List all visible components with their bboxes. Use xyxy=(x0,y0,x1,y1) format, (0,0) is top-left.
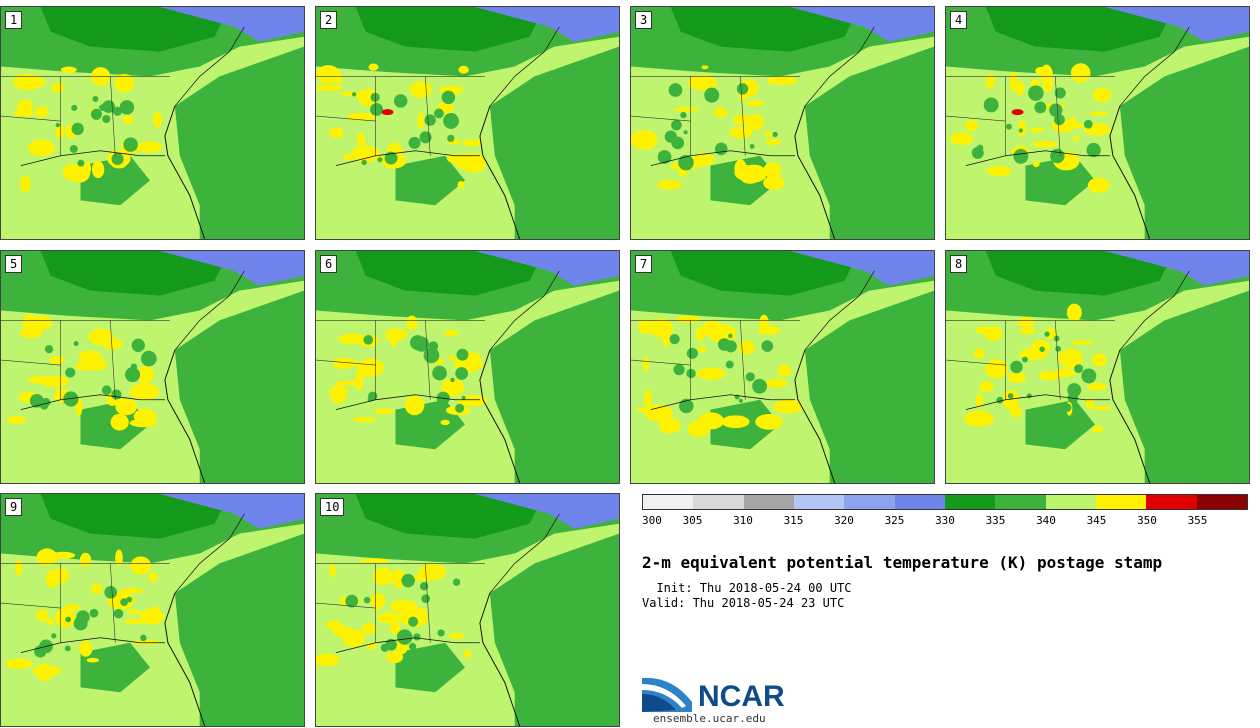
ensemble-member-panel: 9 xyxy=(0,493,305,727)
colorbar-swatch xyxy=(1196,495,1247,509)
ensemble-member-panel: 1 xyxy=(0,6,305,240)
theta-e-map xyxy=(631,7,934,239)
colorbar-swatch xyxy=(844,495,895,509)
colorbar xyxy=(642,494,1248,510)
colorbar-swatch xyxy=(1146,495,1197,509)
colorbar-swatch xyxy=(1045,495,1096,509)
colorbar-swatch xyxy=(1095,495,1147,509)
ensemble-member-panel: 10 xyxy=(315,493,620,727)
ensemble-member-panel: 2 xyxy=(315,6,620,240)
colorbar-tick-label: 310 xyxy=(733,514,753,527)
theta-e-map xyxy=(631,251,934,483)
theta-e-map xyxy=(1,7,304,239)
valid-time: Valid: Thu 2018-05-24 23 UTC xyxy=(642,596,845,610)
ensemble-member-panel: 6 xyxy=(315,250,620,484)
member-number-label: 10 xyxy=(320,498,345,516)
member-number-label: 3 xyxy=(635,11,653,29)
ncar-logo-text: NCAR xyxy=(698,680,785,713)
colorbar-swatch xyxy=(944,495,996,509)
theta-e-map xyxy=(316,7,619,239)
website-url: ensemble.ucar.edu xyxy=(653,712,766,725)
colorbar-tick-label: 320 xyxy=(834,514,854,527)
theta-e-map xyxy=(316,251,619,483)
figure-title: 2-m equivalent potential temperature (K)… xyxy=(642,553,1163,572)
member-number-label: 1 xyxy=(5,11,23,29)
colorbar-swatch xyxy=(894,495,945,509)
ensemble-member-panel: 5 xyxy=(0,250,305,484)
colorbar-tick-label: 335 xyxy=(985,514,1006,527)
theta-e-map xyxy=(946,7,1249,239)
ensemble-member-panel: 3 xyxy=(630,6,935,240)
colorbar-tick-label: 305 xyxy=(682,514,703,527)
colorbar-ticks: 300 305 310 315 320 325 330 335 340 345 350 355 xyxy=(642,514,1248,528)
theta-e-map xyxy=(316,494,619,726)
ensemble-member-panel: 4 xyxy=(945,6,1250,240)
ensemble-member-panel: 7 xyxy=(630,250,935,484)
colorbar-tick-label: 340 xyxy=(1036,514,1056,527)
member-number-label: 2 xyxy=(320,11,338,29)
member-number-label: 5 xyxy=(5,255,23,273)
colorbar-swatch xyxy=(693,495,744,509)
colorbar-swatch xyxy=(995,495,1046,509)
colorbar-tick-label: 315 xyxy=(783,514,804,527)
colorbar-tick-label: 355 xyxy=(1187,514,1208,527)
theta-e-map xyxy=(946,251,1249,483)
member-number-label: 7 xyxy=(635,255,653,273)
colorbar-tick-label: 330 xyxy=(935,514,955,527)
ncar-logo-icon xyxy=(642,677,692,712)
member-number-label: 9 xyxy=(5,498,23,516)
init-time: Init: Thu 2018-05-24 00 UTC xyxy=(642,581,852,595)
ensemble-member-panel: 8 xyxy=(945,250,1250,484)
colorbar-swatch xyxy=(793,495,845,509)
colorbar-swatch xyxy=(743,495,794,509)
colorbar-swatch xyxy=(643,495,694,509)
colorbar-tick-label: 345 xyxy=(1086,514,1107,527)
colorbar-tick-label: 350 xyxy=(1137,514,1157,527)
member-number-label: 6 xyxy=(320,255,338,273)
colorbar-tick-label: 300 xyxy=(642,514,662,527)
theta-e-map xyxy=(1,251,304,483)
member-number-label: 4 xyxy=(950,11,968,29)
colorbar-tick-label: 325 xyxy=(884,514,905,527)
theta-e-map xyxy=(1,494,304,726)
member-number-label: 8 xyxy=(950,255,968,273)
